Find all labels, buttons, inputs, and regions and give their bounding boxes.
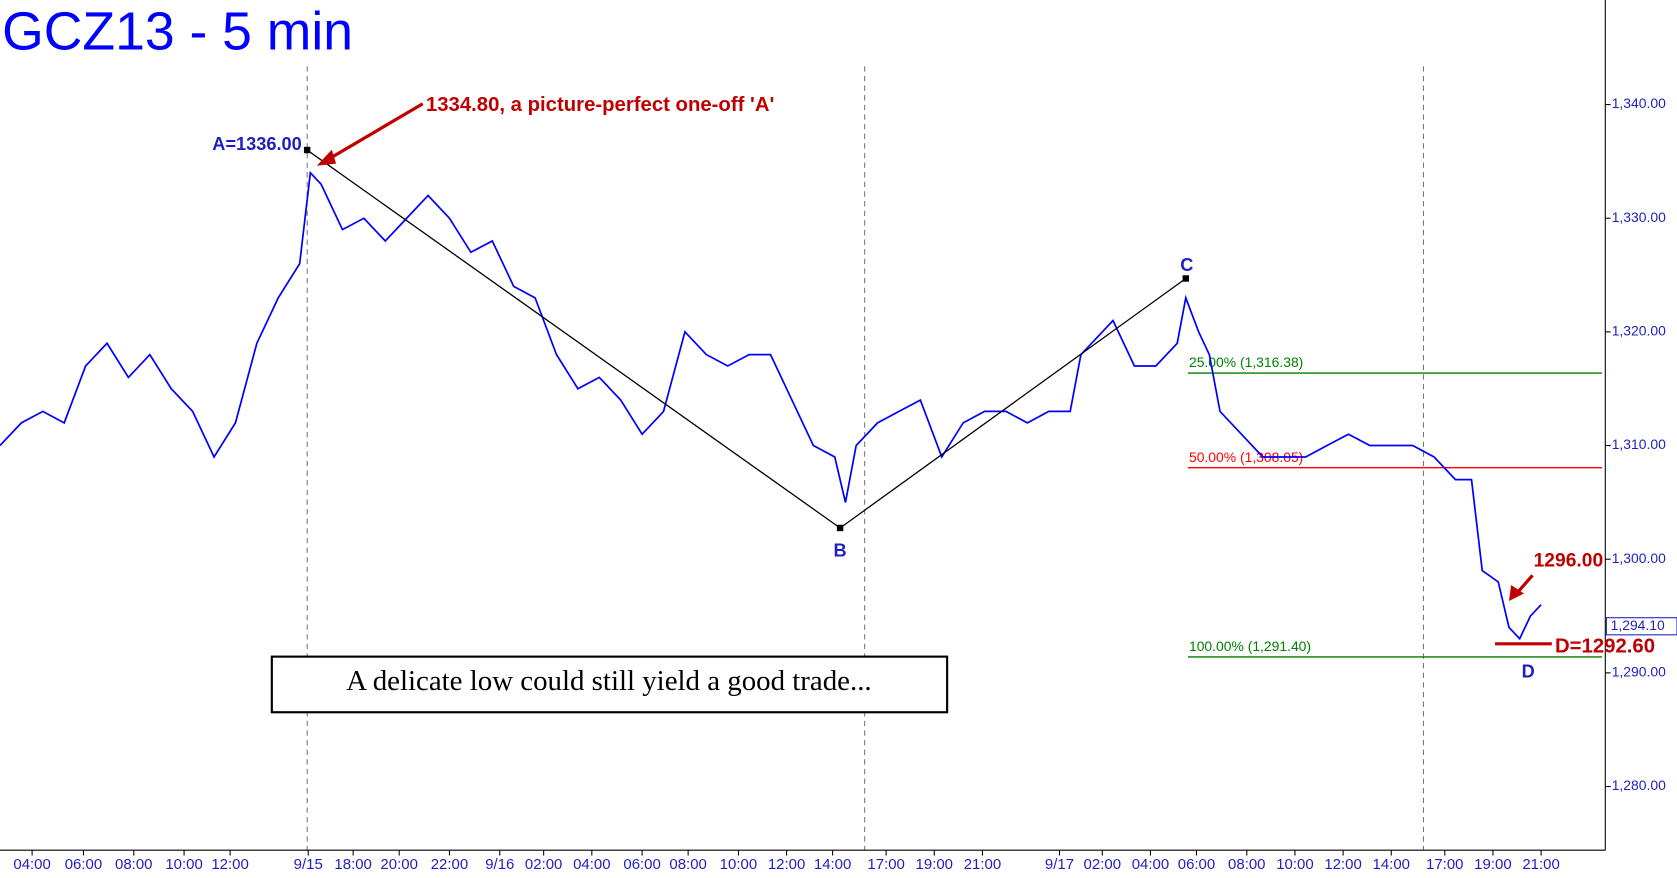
b-label: B — [834, 541, 847, 561]
comment: A delicate low could still yield a good … — [346, 665, 871, 697]
level-label: 100.00% (1,291.40) — [1189, 638, 1311, 654]
x-tick-label: 04:00 — [573, 856, 610, 873]
level-label: 50.00% (1,308.05) — [1189, 449, 1303, 465]
x-tick-label: 06:00 — [65, 856, 102, 873]
chart-title: GCZ13 - 5 min — [2, 2, 353, 61]
x-tick-label: 08:00 — [1228, 856, 1265, 873]
x-tick-label: 14:00 — [814, 856, 851, 873]
arrow-head — [1508, 584, 1524, 602]
x-tick-label: 02:00 — [525, 856, 562, 873]
last-price-label: 1,294.10 — [1611, 617, 1665, 633]
x-tick-label: 12:00 — [211, 856, 248, 873]
x-tick-label: 19:00 — [1474, 856, 1511, 873]
a-note: 1334.80, a picture-perfect one-off 'A' — [426, 94, 774, 116]
x-tick-label: 21:00 — [1522, 856, 1559, 873]
x-tick-label: 12:00 — [768, 856, 805, 873]
pivot-marker — [1182, 275, 1189, 282]
y-tick-label: 1,290.00 — [1612, 664, 1666, 680]
y-tick-label: 1,300.00 — [1612, 550, 1666, 566]
last-price-box — [1605, 617, 1677, 636]
x-tick-label: 14:00 — [1373, 856, 1410, 873]
x-tick-label: 04:00 — [1132, 856, 1169, 873]
x-tick-label: 08:00 — [669, 856, 706, 873]
x-tick-label: 18:00 — [334, 856, 371, 873]
arrow-shaft — [325, 102, 424, 162]
y-tick-label: 1,330.00 — [1612, 209, 1666, 225]
x-tick-label: 17:00 — [1426, 856, 1463, 873]
x-tick-label: 10:00 — [720, 856, 757, 873]
y-tick-label: 1,280.00 — [1612, 777, 1666, 793]
x-tick-label: 04:00 — [13, 856, 50, 873]
arrow-shaft — [1516, 574, 1534, 594]
a-label: A=1336.00 — [212, 134, 301, 154]
x-tick-label: 19:00 — [916, 856, 953, 873]
d-value-label: D=1292.60 — [1555, 635, 1655, 657]
x-tick-label: 06:00 — [623, 856, 660, 873]
y-tick-label: 1,320.00 — [1612, 323, 1666, 339]
c-label: C — [1180, 255, 1193, 275]
x-tick-label: 21:00 — [964, 856, 1001, 873]
level-label: 25.00% (1,316.38) — [1189, 354, 1303, 370]
comment-box — [270, 655, 949, 714]
x-tick-label: 10:00 — [1276, 856, 1313, 873]
x-tick-label: 9/17 — [1045, 856, 1074, 873]
x-tick-label: 9/15 — [294, 856, 323, 873]
y-tick-label: 1,340.00 — [1612, 95, 1666, 111]
d-label: D — [1522, 661, 1535, 681]
y-tick-label: 1,310.00 — [1612, 436, 1666, 452]
pivot-marker — [836, 524, 844, 532]
x-tick-label: 9/16 — [485, 856, 514, 873]
price-line — [0, 170, 1542, 641]
target-label: 1296.00 — [1534, 551, 1604, 572]
x-tick-label: 17:00 — [867, 856, 904, 873]
arrow-head — [316, 149, 337, 166]
x-tick-label: 22:00 — [431, 856, 468, 873]
x-tick-label: 12:00 — [1324, 856, 1361, 873]
x-tick-label: 10:00 — [165, 856, 202, 873]
x-tick-label: 20:00 — [380, 856, 417, 873]
x-tick-label: 06:00 — [1178, 856, 1215, 873]
pivot-marker — [303, 146, 311, 154]
x-tick-label: 02:00 — [1084, 856, 1121, 873]
x-tick-label: 08:00 — [115, 856, 152, 873]
